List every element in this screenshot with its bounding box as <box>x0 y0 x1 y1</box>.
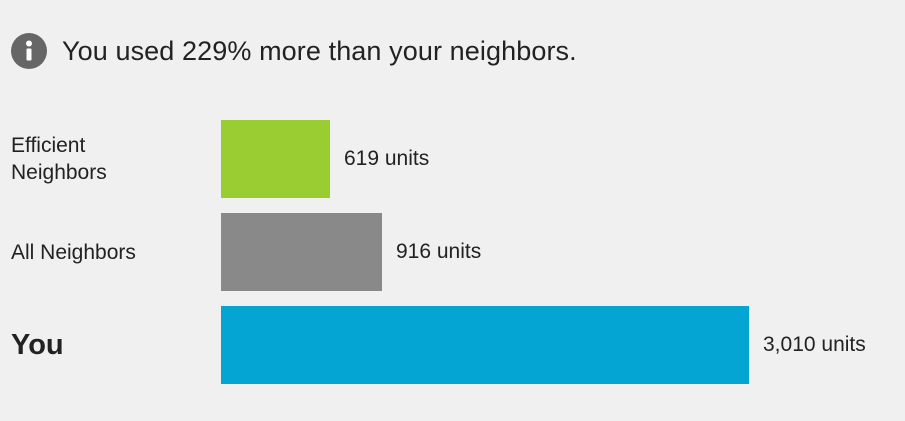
value-label-all-neighbors: 916 units <box>396 240 482 263</box>
bar-efficient-neighbors <box>221 120 330 198</box>
value-label-you: 3,010 units <box>763 333 866 356</box>
bar-row-all-neighbors: All Neighbors 916 units <box>0 213 905 291</box>
bar-all-neighbors <box>221 213 382 291</box>
category-label-all-neighbors: All Neighbors <box>11 240 136 264</box>
bar-row-efficient-neighbors: Efficient Neighbors 619 units <box>0 120 905 198</box>
category-label-efficient-neighbors: Efficient Neighbors <box>11 134 107 184</box>
comparison-message: You used 229% more than your neighbors. <box>62 35 577 66</box>
bar-row-you: You 3,010 units <box>0 306 905 384</box>
value-label-efficient-neighbors: 619 units <box>344 147 430 170</box>
comparison-header: You used 229% more than your neighbors. <box>11 31 577 71</box>
category-label-you: You <box>11 328 64 361</box>
info-icon <box>11 33 47 69</box>
bar-you <box>221 306 749 384</box>
